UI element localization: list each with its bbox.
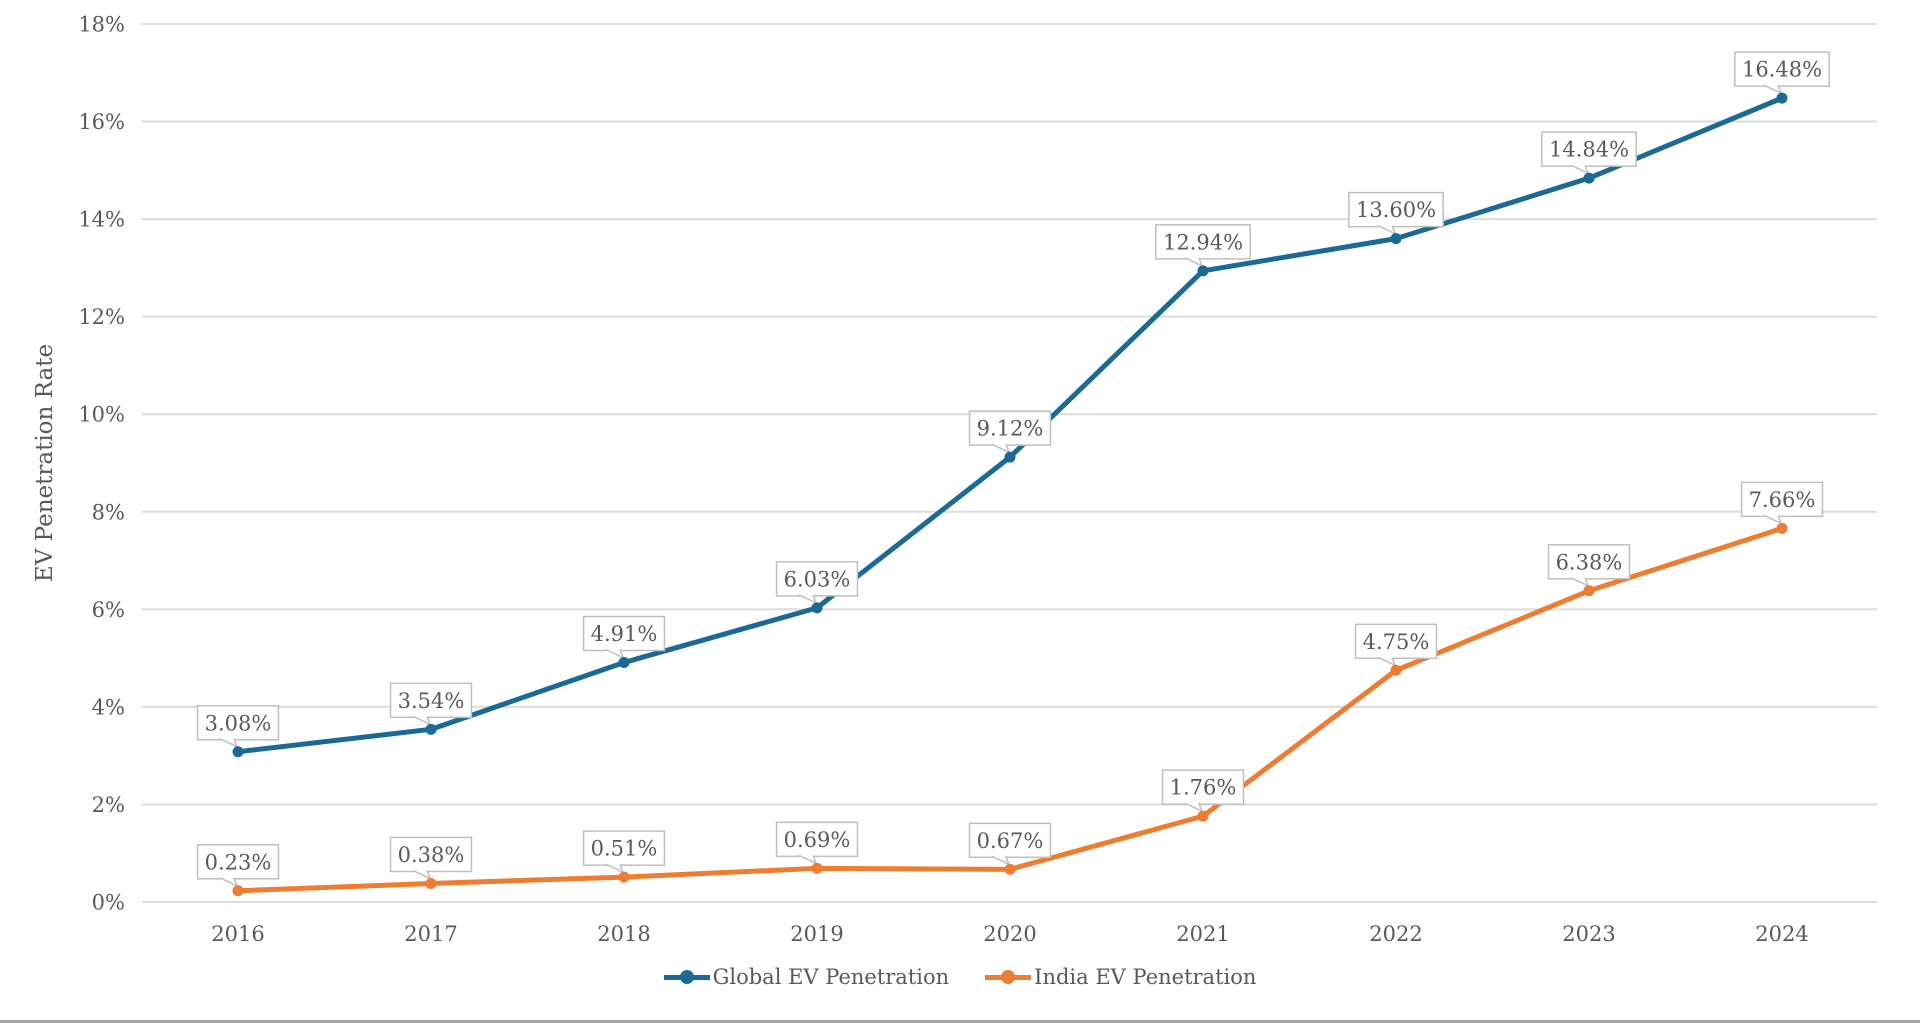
data-point-marker <box>1004 863 1016 875</box>
x-tick-label: 2024 <box>1755 922 1808 946</box>
y-tick-label: 8% <box>92 500 125 524</box>
data-point-marker <box>1583 585 1595 597</box>
data-label-callout: 0.38% <box>389 836 473 880</box>
data-point-marker <box>1776 522 1788 534</box>
data-point-marker <box>1583 172 1595 184</box>
data-label-callout: 0.67% <box>968 822 1052 866</box>
legend-label-global: Global EV Penetration <box>712 965 950 989</box>
data-point-marker <box>618 657 630 669</box>
data-label-text: 0.38% <box>398 843 465 867</box>
data-label-text: 6.38% <box>1556 550 1623 574</box>
y-tick-label: 10% <box>78 403 125 427</box>
y-tick-label: 18% <box>78 13 125 37</box>
data-label-text: 14.84% <box>1549 138 1629 162</box>
data-point-marker <box>1197 265 1209 277</box>
data-label-callout: 0.51% <box>582 830 666 873</box>
y-tick-label: 16% <box>78 110 125 134</box>
x-tick-label: 2017 <box>404 922 457 946</box>
data-label-callout: 4.75% <box>1354 623 1438 667</box>
x-tick-label: 2021 <box>1176 922 1229 946</box>
y-tick-label: 4% <box>92 695 125 719</box>
data-label-text: 1.76% <box>1170 776 1237 800</box>
chart-legend: Global EV Penetration India EV Penetrati… <box>0 963 1920 991</box>
data-label-callout: 4.91% <box>582 615 666 659</box>
x-tick-label: 2018 <box>597 922 650 946</box>
data-label-callout: 9.12% <box>968 410 1052 453</box>
y-axis-title: EV Penetration Rate <box>32 344 58 582</box>
data-label-text: 0.67% <box>977 829 1044 853</box>
legend-label-india: India EV Penetration <box>1034 965 1257 989</box>
data-label-callout: 12.94% <box>1155 224 1251 267</box>
data-point-marker <box>1390 664 1402 676</box>
data-point-marker <box>425 877 437 889</box>
data-label-text: 13.60% <box>1356 198 1436 222</box>
data-label-callout: 0.23% <box>196 844 280 887</box>
data-label-text: 6.03% <box>784 567 851 591</box>
data-point-marker <box>811 862 823 874</box>
data-label-text: 3.54% <box>398 689 465 713</box>
legend-line-dot-marker-global <box>663 970 710 984</box>
data-label-text: 7.66% <box>1749 488 1816 512</box>
x-tick-label: 2022 <box>1369 922 1422 946</box>
data-label-callout: 7.66% <box>1740 481 1824 525</box>
data-label-text: 0.51% <box>591 837 658 861</box>
data-label-callout: 6.03% <box>775 561 859 604</box>
data-point-marker <box>811 602 823 614</box>
data-label-callout: 3.08% <box>196 705 280 748</box>
data-label-callout: 6.38% <box>1547 544 1631 587</box>
data-point-marker <box>232 746 244 758</box>
data-label-text: 3.08% <box>205 711 272 735</box>
data-label-callout: 14.84% <box>1541 131 1637 174</box>
data-label-text: 0.23% <box>205 850 272 874</box>
data-label-text: 12.94% <box>1163 230 1243 254</box>
y-tick-label: 6% <box>92 598 125 622</box>
legend-item-india-ev-penetration: India EV Penetration <box>985 963 1256 991</box>
y-tick-label: 12% <box>78 305 125 329</box>
legend-dot-icon <box>679 970 694 984</box>
x-tick-label: 2023 <box>1562 922 1615 946</box>
x-tick-label: 2016 <box>211 922 264 946</box>
x-tick-label: 2020 <box>983 922 1036 946</box>
data-label-callout: 16.48% <box>1734 51 1830 94</box>
legend-dot-icon <box>1001 970 1016 984</box>
data-point-marker <box>1004 451 1016 463</box>
data-point-marker <box>232 885 244 897</box>
legend-item-global-ev-penetration: Global EV Penetration <box>663 963 950 991</box>
data-label-text: 16.48% <box>1742 58 1822 82</box>
data-point-marker <box>1197 810 1209 822</box>
y-tick-label: 14% <box>78 208 125 232</box>
data-label-text: 0.69% <box>784 828 851 852</box>
x-tick-label: 2019 <box>790 922 843 946</box>
data-label-text: 9.12% <box>977 417 1044 441</box>
data-point-marker <box>425 723 437 735</box>
data-label-callout: 13.60% <box>1348 191 1444 235</box>
page-bottom-border <box>0 1020 1920 1023</box>
data-point-marker <box>1776 92 1788 104</box>
data-label-callout: 0.69% <box>775 821 859 865</box>
data-label-text: 4.75% <box>1363 630 1430 654</box>
y-tick-label: 2% <box>92 793 125 817</box>
data-label-callout: 1.76% <box>1161 769 1245 812</box>
y-tick-label: 0% <box>92 891 125 915</box>
data-point-marker <box>618 871 630 883</box>
data-label-text: 4.91% <box>591 622 658 646</box>
data-label-callout: 3.54% <box>389 682 473 726</box>
data-point-marker <box>1390 233 1402 245</box>
legend-line-dot-marker-india <box>985 970 1032 984</box>
